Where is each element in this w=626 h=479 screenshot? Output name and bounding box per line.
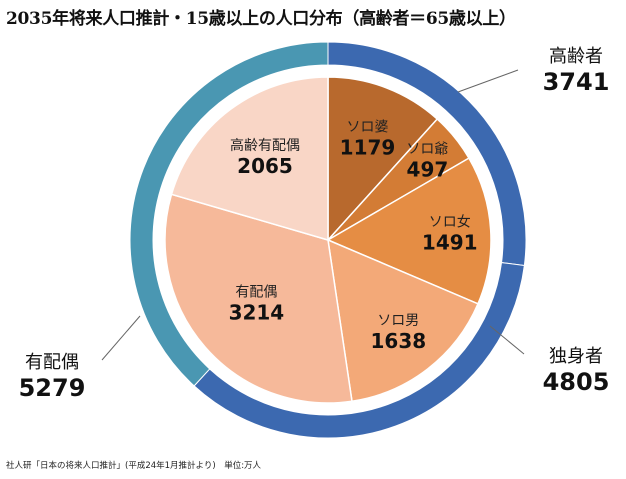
inner-value-3: 1638 xyxy=(370,329,426,353)
inner-value-4: 3214 xyxy=(229,300,285,324)
inner-label-4: 有配偶 xyxy=(235,284,277,300)
outer-value-1: 4805 xyxy=(543,368,610,396)
pie-slice-5 xyxy=(170,76,329,242)
pie-slice-3 xyxy=(327,238,479,403)
inner-value-1: 497 xyxy=(407,157,449,181)
outer-label-2: 有配偶 xyxy=(25,352,79,373)
inner-label-2: ソロ女 xyxy=(429,213,471,230)
inner-pie xyxy=(164,76,492,404)
inner-label-1: ソロ爺 xyxy=(406,141,448,157)
leader-line-0 xyxy=(457,69,519,93)
leader-lines xyxy=(101,69,525,361)
inner-label-3: ソロ男 xyxy=(377,313,419,329)
inner-value-0: 1179 xyxy=(340,135,396,159)
leader-line-2 xyxy=(101,315,141,361)
pie-slice-4 xyxy=(164,193,353,404)
leader-line-1 xyxy=(489,325,525,355)
inner-label-0: ソロ婆 xyxy=(347,119,389,135)
outer-value-2: 5279 xyxy=(19,374,86,402)
outer-value-0: 3741 xyxy=(543,68,610,96)
outer-ring xyxy=(129,41,527,439)
pie-slice-0 xyxy=(327,76,439,242)
inner-value-2: 1491 xyxy=(422,230,478,254)
outer-label-1: 独身者 xyxy=(549,346,603,367)
chart-title: 2035年将来人口推計・15歳以上の人口分布（高齢者＝65歳以上） xyxy=(6,9,516,29)
outer-segment-2 xyxy=(129,41,329,387)
pie-slice-2 xyxy=(326,157,492,305)
inner-label-5: 高齢有配偶 xyxy=(230,137,300,154)
inner-value-5: 2065 xyxy=(237,154,293,178)
source-note: 社人研「日本の将来人口推計」(平成24年1月推計より) 単位:万人 xyxy=(6,461,262,471)
outer-label-0: 高齢者 xyxy=(549,46,603,67)
